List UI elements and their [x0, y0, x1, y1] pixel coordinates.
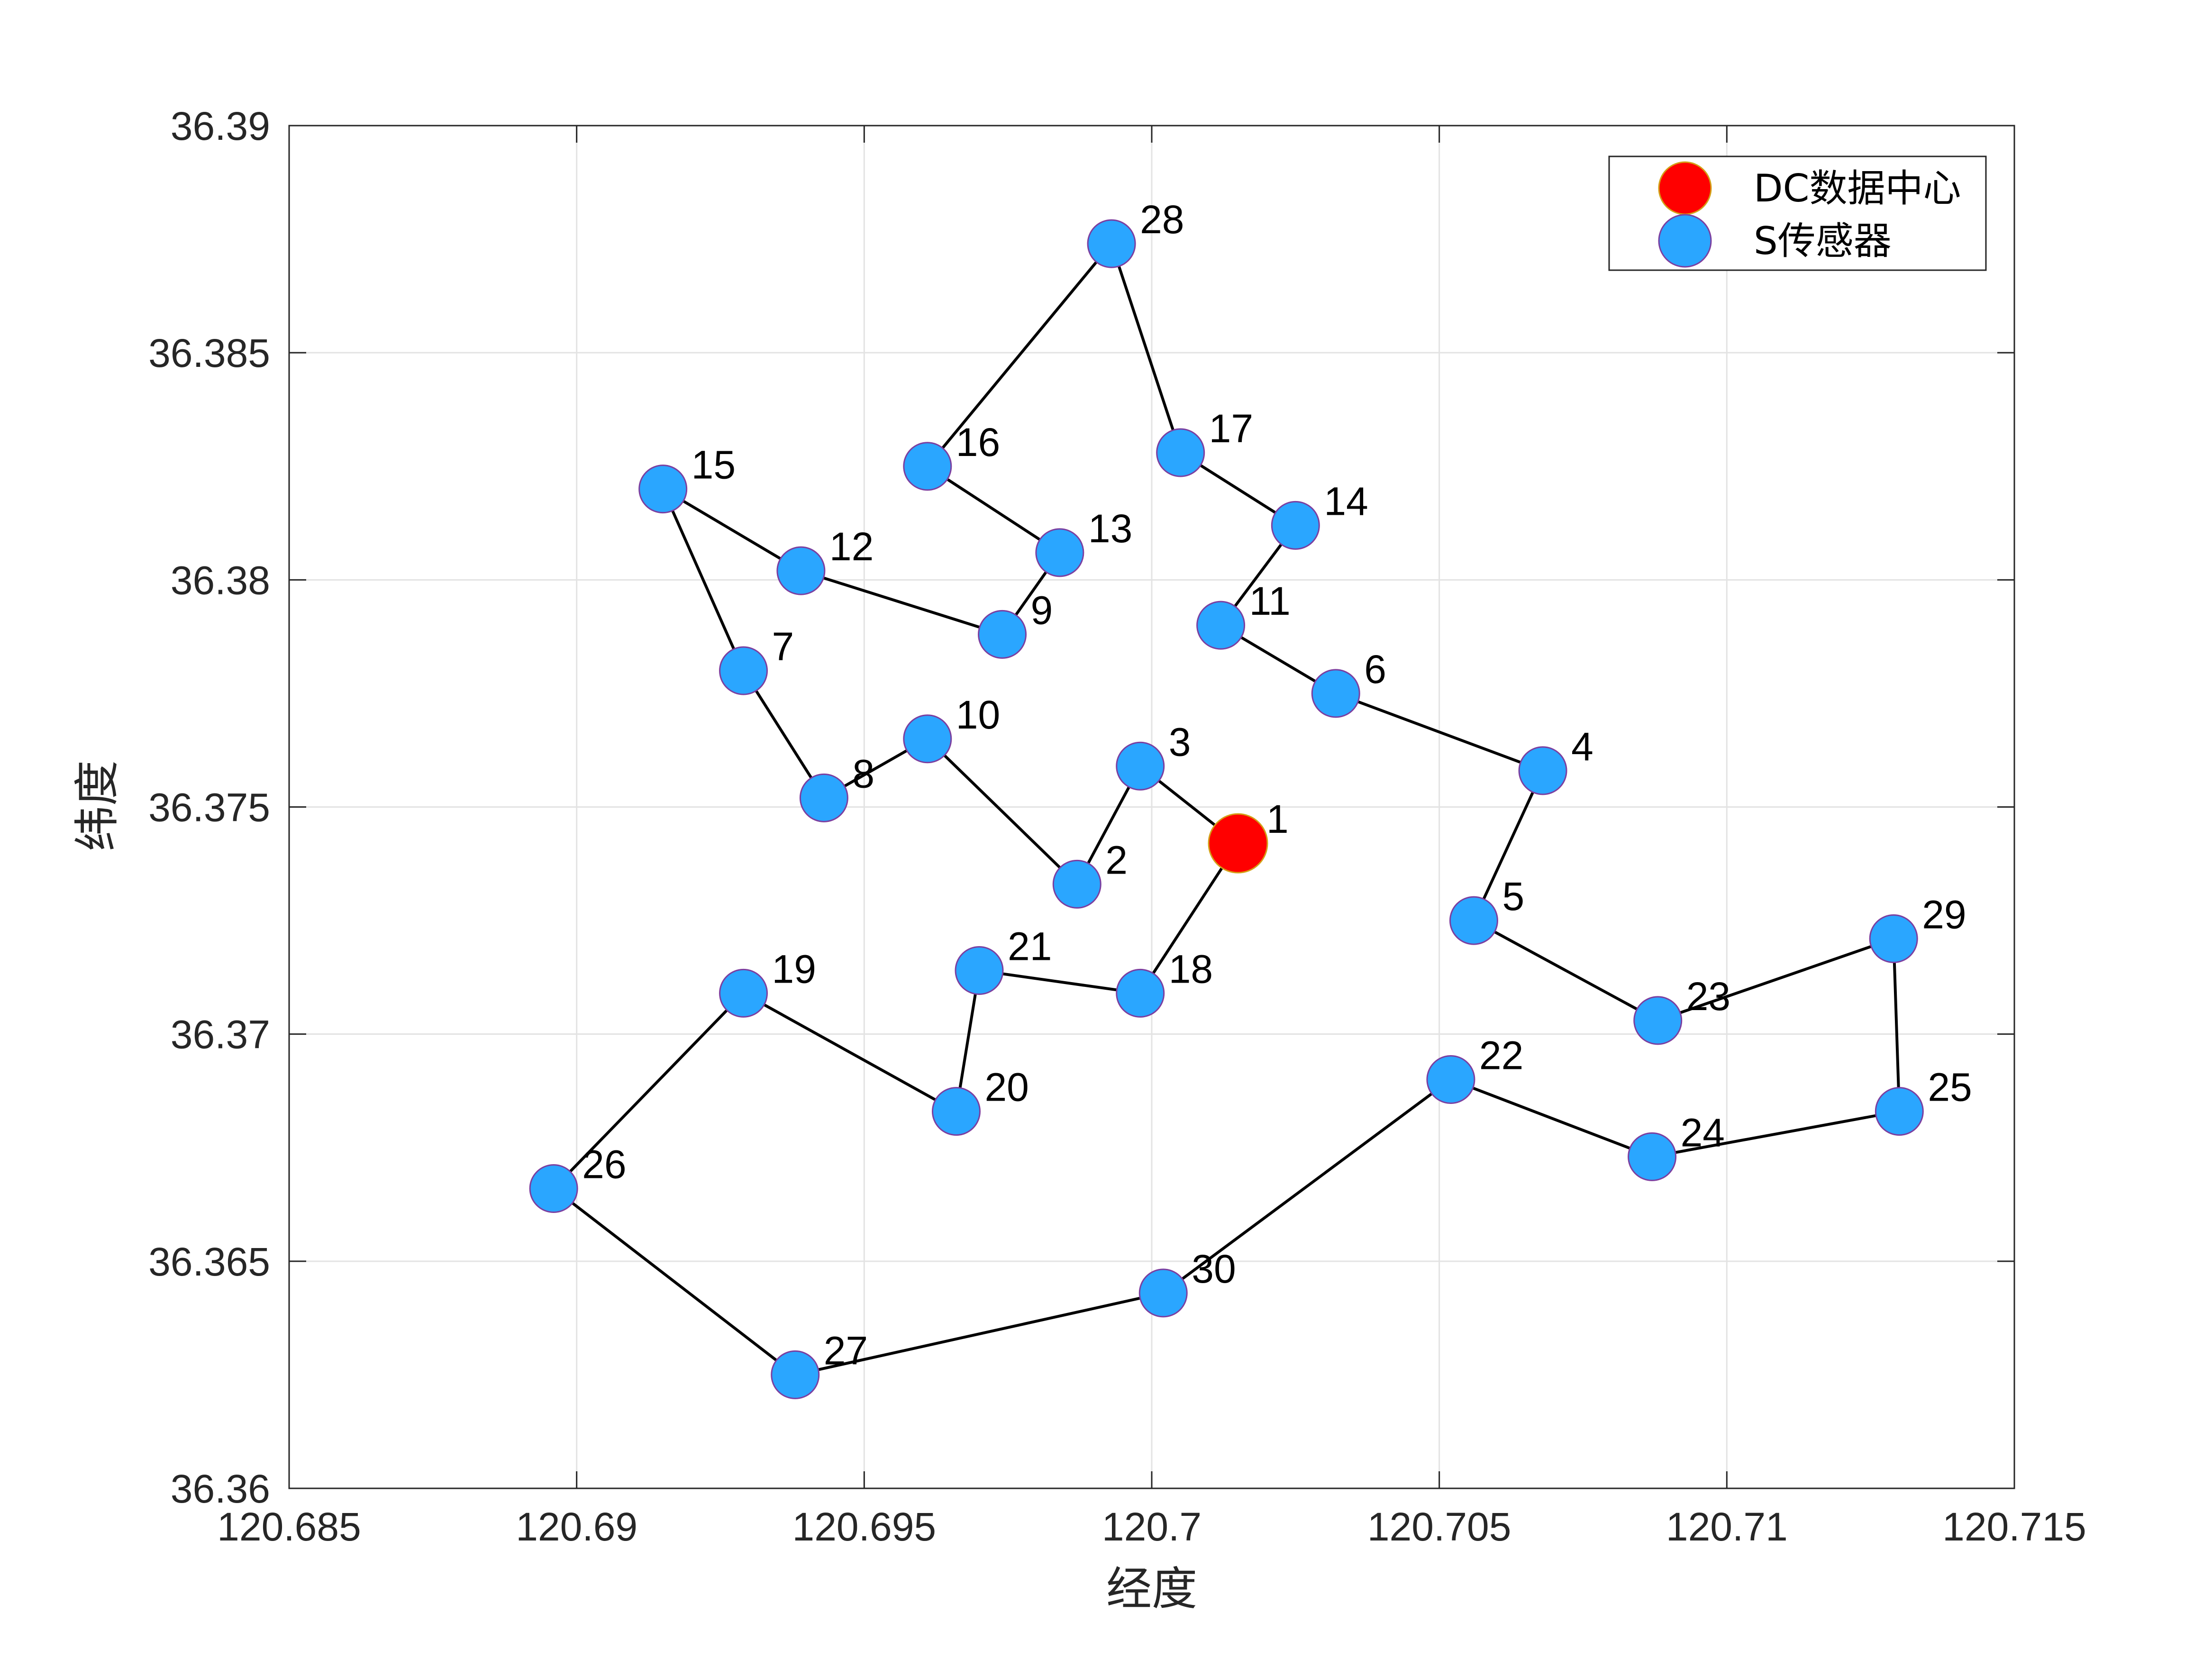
- node-markers: [529, 219, 1924, 1399]
- sensor-marker-9: [978, 610, 1027, 659]
- sensor-marker-16: [903, 442, 952, 491]
- legend-label-sensor: S传感器: [1754, 219, 1892, 263]
- sensor-marker-2: [1052, 859, 1101, 909]
- sensor-marker-30: [1138, 1268, 1188, 1318]
- node-label-27: 27: [824, 1328, 868, 1373]
- sensor-marker-19: [719, 968, 768, 1018]
- sensor-marker-26: [529, 1164, 578, 1213]
- sensor-marker-5: [1449, 896, 1498, 945]
- node-label-4: 4: [1571, 724, 1593, 769]
- sensor-marker-6: [1311, 669, 1360, 718]
- sensor-marker-20: [931, 1087, 981, 1136]
- sensor-marker-3: [1116, 741, 1165, 791]
- node-label-24: 24: [1681, 1110, 1725, 1155]
- sensor-marker-27: [771, 1350, 820, 1399]
- node-label-16: 16: [956, 420, 1000, 465]
- x-tick-label: 120.7: [1102, 1504, 1202, 1549]
- legend-marker-dc: [1658, 161, 1712, 215]
- node-label-19: 19: [772, 947, 816, 991]
- y-tick-label: 36.37: [171, 1012, 270, 1057]
- node-label-26: 26: [582, 1142, 626, 1187]
- sensor-marker-7: [719, 646, 768, 695]
- sensor-marker-17: [1156, 428, 1205, 477]
- y-tick-label: 36.385: [148, 331, 270, 375]
- node-label-11: 11: [1249, 579, 1291, 623]
- y-tick-label: 36.36: [171, 1467, 270, 1511]
- node-label-13: 13: [1088, 506, 1132, 551]
- plot-frame: [288, 125, 2015, 1489]
- y-tick-label: 36.39: [171, 104, 270, 148]
- sensor-marker-12: [776, 546, 826, 595]
- y-tick-label: 36.375: [148, 785, 270, 830]
- sensor-marker-25: [1875, 1087, 1924, 1136]
- node-label-29: 29: [1922, 892, 1966, 937]
- sensor-marker-24: [1628, 1132, 1677, 1181]
- node-label-15: 15: [692, 443, 736, 487]
- sensor-marker-14: [1271, 501, 1320, 550]
- sensor-marker-21: [955, 946, 1004, 995]
- data-center-marker: [1208, 813, 1268, 874]
- node-label-10: 10: [956, 693, 1000, 737]
- x-tick-label: 120.685: [217, 1504, 361, 1549]
- node-label-5: 5: [1502, 874, 1524, 919]
- x-tick-label: 120.695: [792, 1504, 937, 1549]
- node-label-28: 28: [1140, 197, 1184, 242]
- node-label-2: 2: [1105, 838, 1128, 882]
- sensor-marker-28: [1087, 219, 1136, 268]
- x-tick-label: 120.715: [1942, 1504, 2086, 1549]
- sensor-marker-11: [1196, 601, 1246, 650]
- y-axis-label: 纬度: [71, 760, 124, 851]
- legend-label-dc: DC数据中心: [1754, 166, 1961, 210]
- y-tick-label: 36.365: [148, 1240, 270, 1284]
- grid-lines: [289, 126, 2014, 1488]
- x-tick-label: 120.71: [1666, 1504, 1788, 1549]
- node-label-14: 14: [1324, 479, 1368, 523]
- sensor-marker-13: [1035, 528, 1084, 577]
- sensor-marker-4: [1518, 746, 1567, 795]
- y-tick-label: 36.38: [171, 558, 270, 602]
- sensor-marker-22: [1426, 1055, 1475, 1104]
- x-tick-label: 120.705: [1367, 1504, 1511, 1549]
- node-label-7: 7: [772, 624, 794, 669]
- node-label-6: 6: [1364, 647, 1386, 692]
- node-label-18: 18: [1169, 947, 1213, 991]
- legend-marker-sensor: [1658, 214, 1712, 268]
- node-label-21: 21: [1008, 924, 1052, 969]
- tick-labels: 120.685 120.69 120.695 120.7 120.705 120.71 12…: [148, 104, 2086, 1549]
- node-label-8: 8: [852, 751, 874, 796]
- node-label-23: 23: [1686, 974, 1730, 1019]
- x-axis-label: 经度: [1106, 1562, 1197, 1615]
- sensor-marker-29: [1869, 914, 1918, 963]
- sensor-marker-15: [638, 465, 688, 514]
- node-label-17: 17: [1209, 406, 1253, 451]
- node-label-30: 30: [1192, 1247, 1236, 1291]
- node-label-20: 20: [984, 1065, 1029, 1110]
- node-label-12: 12: [829, 524, 874, 569]
- sensor-marker-23: [1633, 996, 1683, 1045]
- sensor-marker-10: [903, 714, 952, 764]
- node-label-3: 3: [1169, 720, 1191, 764]
- node-label-22: 22: [1479, 1033, 1523, 1078]
- legend: DC数据中心 S传感器: [1608, 155, 1987, 271]
- node-label-25: 25: [1928, 1065, 1972, 1110]
- sensor-marker-8: [799, 773, 848, 822]
- x-tick-label: 120.69: [516, 1504, 637, 1549]
- sensor-marker-18: [1116, 968, 1165, 1018]
- node-label-1: 1: [1266, 797, 1289, 841]
- node-label-9: 9: [1031, 588, 1053, 632]
